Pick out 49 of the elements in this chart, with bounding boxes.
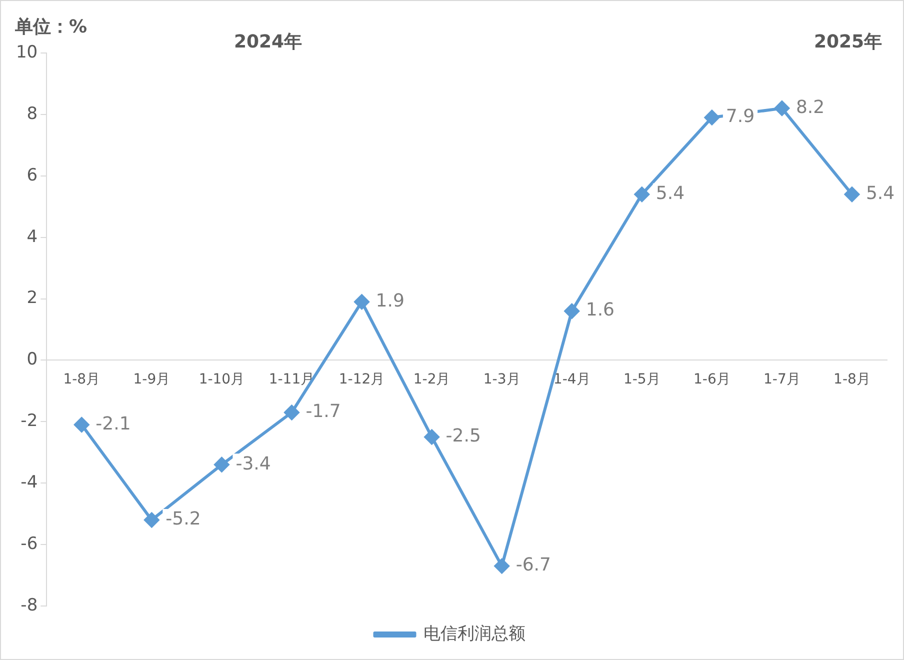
x-tick-label: 1-10月 [198,371,245,388]
data-label: -3.4 [236,453,271,474]
data-label: -2.5 [446,426,481,447]
data-label: 5.4 [656,182,685,204]
y-tick-label: -4 [20,472,38,493]
y-tick-label: 2 [26,288,38,308]
y-tick-label: -8 [20,595,38,616]
point [214,457,230,472]
data-label: 7.9 [726,106,755,128]
y-tick-label: 0 [26,350,38,370]
data-label: -1.7 [306,401,341,422]
legend-label: 电信利润总额 [423,624,526,644]
data-label: -5.2 [166,508,201,530]
x-tick-label: 1-2月 [413,371,450,388]
text: 单位：% [14,16,88,38]
x-tick-label: 1-5月 [623,371,660,388]
data-label: 1.6 [586,300,615,321]
point [284,404,300,420]
data-label: -6.7 [516,554,551,576]
point [354,294,370,310]
x-tick-label: 1-8月 [834,371,870,388]
x-tick-label: 1-3月 [483,371,520,388]
point [494,558,510,574]
point [424,430,440,445]
point [844,186,860,202]
data-label: 1.9 [376,290,404,312]
x-tick-label: 1-6月 [693,371,730,388]
text: 2024年 [234,32,302,53]
y-tick-label: 10 [16,42,38,62]
point [704,110,720,126]
point [774,100,790,116]
x-tick-label: 1-8月 [63,371,100,388]
x-tick-label: 1-7月 [764,371,800,388]
data-label: -2.1 [96,413,131,434]
y-tick-label: 8 [26,104,38,124]
y-tick-label: -6 [20,534,38,554]
point [74,417,90,432]
data-label: 5.4 [866,182,895,204]
data-label: 8.2 [796,96,825,118]
y-tick-label: 4 [26,226,38,247]
x-tick-label: 1-4月 [553,371,590,388]
point [144,512,160,528]
point [564,304,580,319]
y-tick-label: 6 [26,165,38,186]
y-tick-label: -2 [20,411,38,432]
x-tick-label: 1-12月 [338,371,385,388]
point [634,186,650,202]
text: 2025年 [814,32,882,53]
x-tick-label: 1-9月 [133,371,170,388]
